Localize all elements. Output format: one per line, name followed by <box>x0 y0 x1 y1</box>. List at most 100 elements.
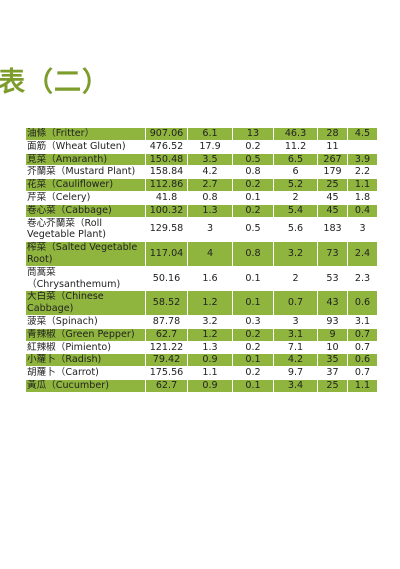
food-name: 紅辣椒（Pimiento) <box>25 340 146 355</box>
value-cell: 0.2 <box>232 139 274 154</box>
value-cell: 0.2 <box>232 203 274 218</box>
value-cell: 5.2 <box>273 178 318 192</box>
value-cell: 0.3 <box>232 314 274 329</box>
value-cell: 1.6 <box>187 265 233 292</box>
value-cell: 0.6 <box>347 290 378 316</box>
value-cell: 62.7 <box>145 378 188 393</box>
food-name: 小蘿卜（Radish) <box>25 353 146 368</box>
value-cell: 158.84 <box>145 165 188 180</box>
value-cell: 0.7 <box>347 327 378 342</box>
value-cell <box>347 139 378 154</box>
table-row: 卷心菜（Cabbage) 100.32 1.3 0.2 5.4 45 0.4 <box>25 203 378 218</box>
value-cell: 37 <box>317 366 348 380</box>
table-row: 花菜（Cauliflower) 112.86 2.7 0.2 5.2 25 1.1 <box>25 178 378 192</box>
value-cell: 117.04 <box>145 241 188 267</box>
food-name: 茼蒿菜（Chrysanthemum) <box>25 265 146 292</box>
table-row: 大白菜（Chinese Cabbage) 58.52 1.2 0.1 0.7 43 0.6 <box>25 290 378 316</box>
value-cell: 0.1 <box>232 353 274 368</box>
food-name: 胡蘿卜（Carrot) <box>25 366 146 380</box>
value-cell: 183 <box>317 216 348 243</box>
value-cell: 2.2 <box>347 165 378 180</box>
value-cell: 150.48 <box>145 152 188 167</box>
value-cell: 11.2 <box>273 139 318 154</box>
value-cell: 2.4 <box>347 241 378 267</box>
value-cell: 1.8 <box>347 190 378 205</box>
value-cell: 0.7 <box>347 340 378 355</box>
value-cell: 41.8 <box>145 190 188 205</box>
value-cell: 1.2 <box>187 290 233 316</box>
table-row: 榨菜（Salted Vegetable Root) 117.04 4 0.8 3.2 73… <box>25 241 378 267</box>
value-cell: 1.3 <box>187 340 233 355</box>
value-cell: 3.2 <box>187 314 233 329</box>
value-cell: 46.3 <box>273 127 318 141</box>
value-cell: 0.2 <box>232 366 274 380</box>
value-cell: 87.78 <box>145 314 188 329</box>
table-body: 油條（Fritter） 907.06 6.1 13 46.3 28 4.5 面筋（Wheat … <box>25 127 378 393</box>
table-row: 黃瓜（Cucumber) 62.7 0.9 0.1 3.4 25 1.1 <box>25 378 378 393</box>
value-cell: 5.6 <box>273 216 318 243</box>
table-row: 紅辣椒（Pimiento) 121.22 1.3 0.2 7.1 10 0.7 <box>25 340 378 355</box>
table-row: 莧菜（Amaranth) 150.48 3.5 0.5 6.5 267 3.9 <box>25 152 378 167</box>
value-cell: 2 <box>273 265 318 292</box>
table-row: 芥蘭菜（Mustard Plant) 158.84 4.2 0.8 6 179 2.2 <box>25 165 378 180</box>
value-cell: 1.2 <box>187 327 233 342</box>
value-cell: 7.1 <box>273 340 318 355</box>
food-name: 芹菜（Celery) <box>25 190 146 205</box>
value-cell: 2.3 <box>347 265 378 292</box>
value-cell: 2 <box>273 190 318 205</box>
value-cell: 3.2 <box>273 241 318 267</box>
value-cell: 62.7 <box>145 327 188 342</box>
value-cell: 4.5 <box>347 127 378 141</box>
value-cell: 53 <box>317 265 348 292</box>
value-cell: 907.06 <box>145 127 188 141</box>
value-cell: 112.86 <box>145 178 188 192</box>
value-cell: 79.42 <box>145 353 188 368</box>
value-cell: 476.52 <box>145 139 188 154</box>
value-cell: 11 <box>317 139 348 154</box>
value-cell: 9 <box>317 327 348 342</box>
table-row: 油條（Fritter） 907.06 6.1 13 46.3 28 4.5 <box>25 127 378 141</box>
food-name: 菠菜（Spinach) <box>25 314 146 329</box>
value-cell: 1.1 <box>347 378 378 393</box>
food-name: 卷心芥蘭菜（Roll Vegetable Plant) <box>25 216 146 243</box>
value-cell: 45 <box>317 203 348 218</box>
value-cell: 25 <box>317 378 348 393</box>
value-cell: 1.1 <box>347 178 378 192</box>
value-cell: 3 <box>347 216 378 243</box>
value-cell: 50.16 <box>145 265 188 292</box>
food-name: 面筋（Wheat Gluten) <box>25 139 146 154</box>
value-cell: 4.2 <box>273 353 318 368</box>
value-cell: 3.1 <box>347 314 378 329</box>
value-cell: 9.7 <box>273 366 318 380</box>
value-cell: 0.5 <box>232 216 274 243</box>
value-cell: 0.1 <box>232 378 274 393</box>
value-cell: 0.2 <box>232 327 274 342</box>
value-cell: 3 <box>187 216 233 243</box>
food-name: 油條（Fritter） <box>25 127 146 141</box>
food-name: 芥蘭菜（Mustard Plant) <box>25 165 146 180</box>
value-cell: 4.2 <box>187 165 233 180</box>
value-cell: 0.5 <box>232 152 274 167</box>
value-cell: 17.9 <box>187 139 233 154</box>
value-cell: 0.8 <box>187 190 233 205</box>
value-cell: 28 <box>317 127 348 141</box>
value-cell: 0.2 <box>232 340 274 355</box>
value-cell: 6.5 <box>273 152 318 167</box>
value-cell: 0.1 <box>232 265 274 292</box>
value-cell: 3 <box>273 314 318 329</box>
value-cell: 6.1 <box>187 127 233 141</box>
value-cell: 10 <box>317 340 348 355</box>
table-row: 卷心芥蘭菜（Roll Vegetable Plant) 129.58 3 0.5 5.6… <box>25 216 378 243</box>
value-cell: 3.4 <box>273 378 318 393</box>
value-cell: 2.7 <box>187 178 233 192</box>
food-name: 莧菜（Amaranth) <box>25 152 146 167</box>
value-cell: 35 <box>317 353 348 368</box>
value-cell: 25 <box>317 178 348 192</box>
table-row: 芹菜（Celery) 41.8 0.8 0.1 2 45 1.8 <box>25 190 378 205</box>
value-cell: 43 <box>317 290 348 316</box>
value-cell: 93 <box>317 314 348 329</box>
nutrition-table: 油條（Fritter） 907.06 6.1 13 46.3 28 4.5 面筋（Wheat … <box>25 127 378 393</box>
value-cell: 0.7 <box>273 290 318 316</box>
food-name: 青辣椒（Green Pepper) <box>25 327 146 342</box>
